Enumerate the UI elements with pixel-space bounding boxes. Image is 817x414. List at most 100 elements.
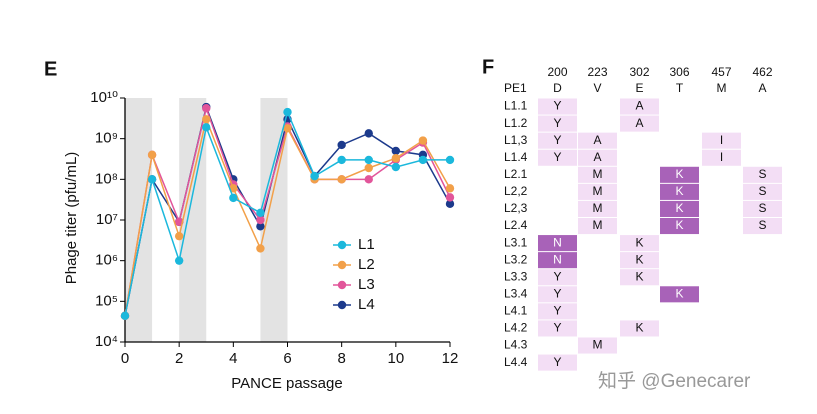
row-label: L4.1 — [504, 304, 528, 318]
row-label: L4.2 — [504, 321, 528, 335]
data-point — [418, 155, 428, 165]
x-tick-label: 8 — [337, 350, 345, 367]
mutation-cell — [578, 337, 617, 354]
mutation-label: K — [635, 321, 643, 335]
mutation-cell — [538, 235, 577, 252]
data-point — [174, 256, 184, 265]
position-label: 200 — [547, 65, 567, 79]
mutation-label: K — [635, 252, 643, 266]
row-label: L1.4 — [504, 150, 528, 164]
position-label: 223 — [587, 65, 607, 79]
data-point — [120, 311, 130, 321]
data-point — [147, 175, 157, 184]
data-point — [256, 222, 265, 231]
row-label: L1.1 — [504, 99, 528, 113]
data-point — [147, 150, 157, 160]
data-point — [418, 136, 428, 145]
mutation-label: Y — [553, 286, 561, 300]
mutation-label: Y — [553, 321, 561, 335]
mutation-label: I — [720, 150, 723, 164]
residue-label: T — [676, 81, 684, 95]
row-label: L2.4 — [504, 218, 528, 232]
data-point — [202, 123, 211, 132]
mutation-cell — [578, 132, 617, 149]
mutation-label: Y — [553, 355, 561, 369]
watermark: 知乎 @Genecarer — [598, 370, 751, 392]
panel-label: E — [44, 58, 57, 80]
data-point — [445, 184, 455, 193]
residue-label: V — [593, 81, 601, 95]
mutation-label: A — [593, 150, 601, 164]
position-label: 302 — [629, 65, 649, 79]
mutation-cell — [620, 235, 659, 252]
legend-marker — [337, 260, 347, 270]
residue-label: M — [717, 81, 727, 95]
mutation-label: M — [593, 218, 603, 232]
y-tick-label: 10⁴ — [95, 333, 118, 350]
mutation-cell — [620, 98, 659, 115]
x-tick-label: 0 — [121, 350, 129, 367]
data-point — [364, 129, 373, 138]
data-point — [391, 154, 401, 163]
x-tick-label: 12 — [442, 350, 459, 367]
mutation-cell — [620, 115, 659, 132]
mutation-cell — [578, 149, 617, 166]
mutation-label: K — [675, 167, 683, 181]
mutation-cell — [538, 269, 577, 286]
y-tick-label: 10⁹ — [95, 130, 118, 147]
mutation-label: Y — [553, 269, 561, 283]
data-point — [283, 107, 292, 117]
data-point — [364, 175, 373, 184]
data-point — [391, 162, 401, 172]
legend-marker — [337, 240, 347, 250]
mutation-cell — [702, 149, 741, 166]
legend-marker — [337, 280, 347, 290]
mutation-cell — [578, 166, 617, 183]
mutation-label: Y — [553, 133, 561, 147]
mutation-label: M — [593, 201, 603, 215]
row-label: L2.1 — [504, 167, 528, 181]
data-point — [364, 163, 373, 173]
legend-marker — [337, 300, 347, 310]
row-label: L2,3 — [504, 201, 528, 215]
mutation-label: A — [593, 133, 601, 147]
mutation-cell — [743, 183, 782, 200]
row-label: L3.2 — [504, 252, 528, 266]
mutation-cell — [578, 200, 617, 217]
data-point — [445, 155, 455, 165]
mutation-label: K — [675, 218, 683, 232]
mutation-label: A — [635, 116, 643, 130]
mutation-cell — [538, 252, 577, 269]
row-label: L4.4 — [504, 355, 528, 369]
data-point — [310, 171, 319, 181]
data-point — [256, 215, 265, 225]
mutation-label: M — [593, 338, 603, 352]
mutation-cell — [743, 166, 782, 183]
mutation-label: K — [675, 201, 683, 215]
mutation-label: M — [593, 184, 603, 198]
x-tick-label: 6 — [283, 350, 291, 367]
panel-label: F — [482, 56, 494, 78]
mutation-label: Y — [553, 304, 561, 318]
residue-label: A — [758, 81, 766, 95]
residue-label: D — [553, 81, 562, 95]
mutation-cell — [660, 286, 699, 303]
x-tick-label: 2 — [175, 350, 183, 367]
position-label: 457 — [711, 65, 731, 79]
mutation-cell — [660, 183, 699, 200]
mutation-label: S — [758, 218, 766, 232]
mutation-label: N — [553, 235, 562, 249]
mutation-cell — [743, 200, 782, 217]
data-point — [391, 146, 401, 156]
legend-label: L1 — [358, 236, 375, 253]
legend-label: L2 — [358, 256, 375, 273]
data-point — [337, 140, 346, 150]
data-point — [337, 155, 346, 165]
mutation-cell — [538, 320, 577, 337]
data-point — [364, 155, 373, 165]
mutation-label: S — [758, 184, 766, 198]
row-label: L1,3 — [504, 133, 528, 147]
data-point — [229, 193, 238, 203]
row-header: PE1 — [504, 81, 527, 95]
